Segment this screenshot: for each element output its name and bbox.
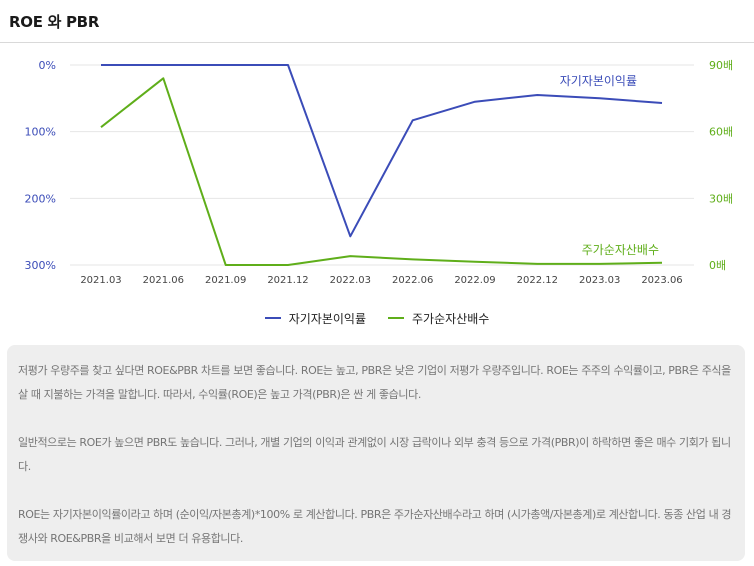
chart-legend: 자기자본이익률 주가순자산배수 — [0, 306, 754, 330]
explanation-box: 저평가 우량주를 찾고 싶다면 ROE&PBR 차트를 보면 좋습니다. ROE… — [7, 345, 745, 561]
x-tick-label: 2022.06 — [392, 275, 433, 286]
explanation-paragraph-2: 일반적으로는 ROE가 높으면 PBR도 높습니다. 그러나, 개별 기업의 이… — [18, 436, 731, 473]
roe-pbr-chart: 0% 100% 200% 300% 90배 60배 30배 0배 2021.03 2021.06 2… — [25, 59, 734, 286]
header-divider — [0, 42, 754, 43]
x-tick-label: 2022.03 — [330, 275, 371, 286]
header: ROE 와 PBR — [0, 0, 754, 43]
y-right-tick-label: 90배 — [709, 59, 733, 72]
explanation-paragraph-1: 저평가 우량주를 찾고 싶다면 ROE&PBR 차트를 보면 좋습니다. ROE… — [18, 364, 731, 401]
x-tick-label: 2022.09 — [454, 275, 495, 286]
x-tick-label: 2022.12 — [517, 275, 558, 286]
legend-swatch-pbr — [388, 317, 404, 319]
legend-swatch-roe — [264, 317, 281, 319]
page-title: ROE 와 PBR — [9, 13, 100, 31]
x-tick-label: 2023.06 — [641, 275, 682, 286]
legend-item-pbr[interactable]: 주가순자산배수 — [388, 310, 489, 327]
legend-label-pbr: 주가순자산배수 — [412, 311, 490, 326]
series-line-pbr — [100, 77, 663, 266]
explanation-paragraph-3: ROE는 자기자본이익률이라고 하며 (순이익/자본총계)*100% 로 계산합… — [18, 508, 732, 545]
legend-item-roe[interactable]: 자기자본이익률 — [264, 310, 366, 327]
y-right-tick-label: 30배 — [709, 192, 733, 205]
y-right-tick-label: 60배 — [709, 126, 733, 139]
x-tick-label: 2021.03 — [80, 275, 121, 286]
x-tick-label: 2021.12 — [267, 275, 308, 286]
x-tick-label: 2023.03 — [579, 275, 620, 286]
y-left-tick-label: 0% — [39, 59, 56, 72]
series-label-pbr: 주가순자산배수 — [582, 243, 659, 257]
y-right-tick-label: 0배 — [709, 259, 726, 272]
y-left-tick-label: 200% — [25, 192, 56, 205]
x-tick-label: 2021.09 — [205, 275, 246, 286]
legend-label-roe: 자기자본이익률 — [288, 311, 366, 326]
series-line-roe — [101, 64, 663, 238]
series-label-roe: 자기자본이익률 — [560, 74, 637, 88]
y-left-tick-label: 300% — [25, 259, 56, 272]
x-tick-label: 2021.06 — [143, 275, 184, 286]
y-left-tick-label: 100% — [25, 126, 56, 139]
